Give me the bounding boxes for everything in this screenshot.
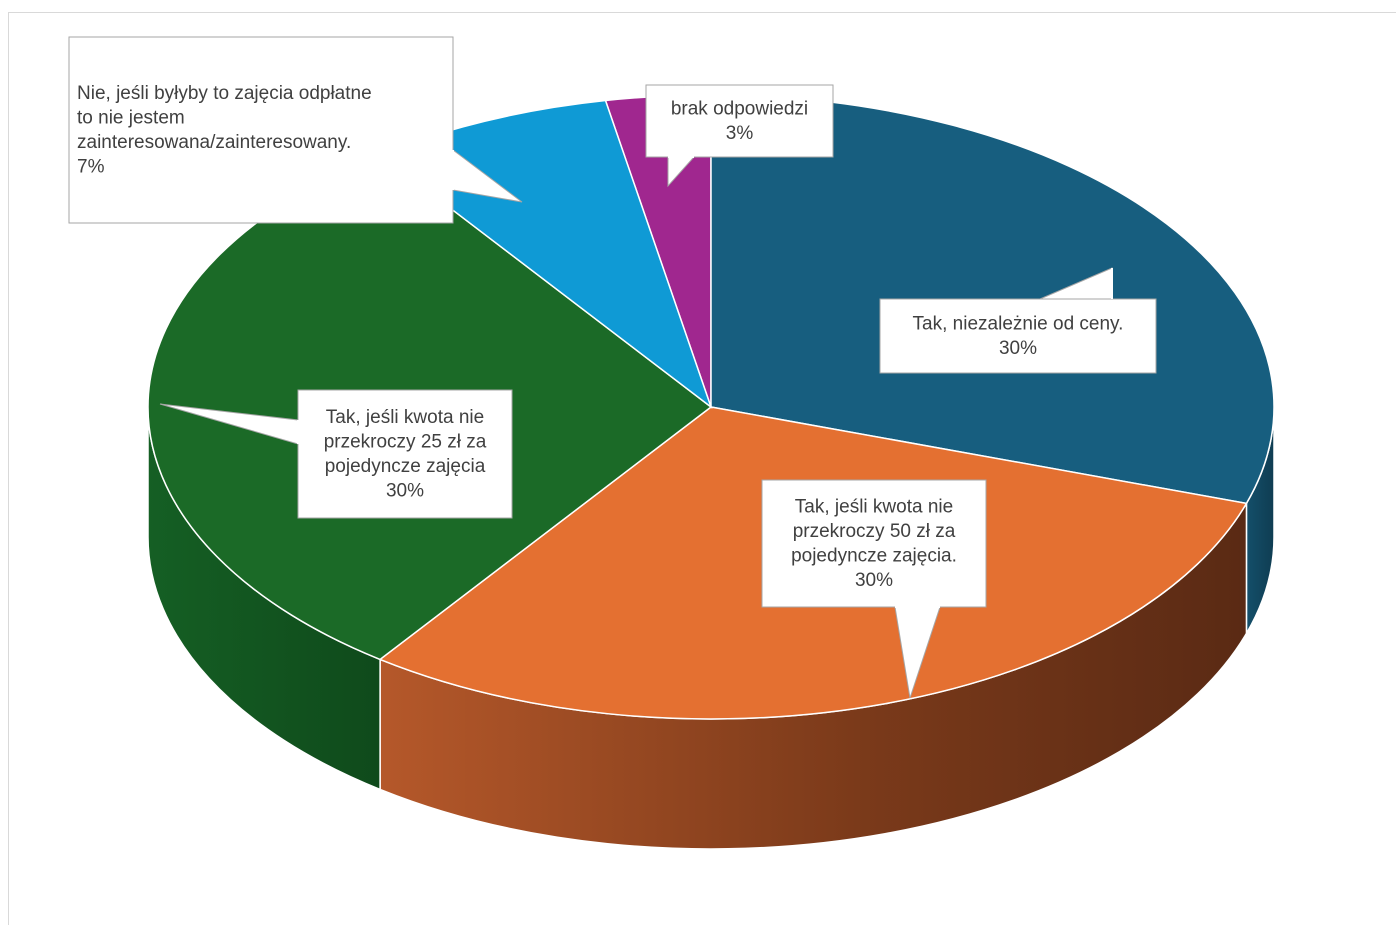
label-line: przekroczy 25 zł za xyxy=(324,432,487,453)
label-line: 30% xyxy=(999,338,1037,359)
data-label-nie_odplatne: Nie, jeśli byłyby to zajęcia odpłatne to … xyxy=(68,36,523,224)
callout-box xyxy=(761,479,987,608)
label-line: Tak, jeśli kwota nie xyxy=(795,497,953,518)
data-label-tak_niezaleznie: Tak, niezależnie od ceny. 30% xyxy=(879,267,1157,374)
label-line: zainteresowana/zainteresowany. xyxy=(77,132,351,153)
callout-box xyxy=(645,84,834,158)
label-line: przekroczy 50 zł za xyxy=(793,521,956,542)
label-line: brak odpowiedzi xyxy=(671,99,808,120)
label-line: Tak, jeśli kwota nie xyxy=(326,407,484,428)
data-label-tak_50: Tak, jeśli kwota nie przekroczy 50 zł za p… xyxy=(761,479,987,699)
label-line: pojedyncze zajęcia xyxy=(325,456,486,477)
label-line: 30% xyxy=(855,570,893,591)
label-line: pojedyncze zajęcia. xyxy=(791,546,957,567)
label-line: 30% xyxy=(386,481,424,502)
label-line: 3% xyxy=(726,123,754,144)
label-line: to nie jestem xyxy=(77,108,185,129)
callout-box xyxy=(879,298,1157,374)
label-line: 7% xyxy=(77,157,105,178)
label-line: Tak, niezależnie od ceny. xyxy=(913,314,1124,335)
label-line: Nie, jeśli byłyby to zajęcia odpłatne xyxy=(77,83,372,104)
callout-box xyxy=(68,36,454,224)
data-label-brak: brak odpowiedzi 3% xyxy=(645,84,834,188)
callout-box xyxy=(297,389,513,519)
data-label-tak_25: Tak, jeśli kwota nie przekroczy 25 zł za p… xyxy=(159,389,513,519)
